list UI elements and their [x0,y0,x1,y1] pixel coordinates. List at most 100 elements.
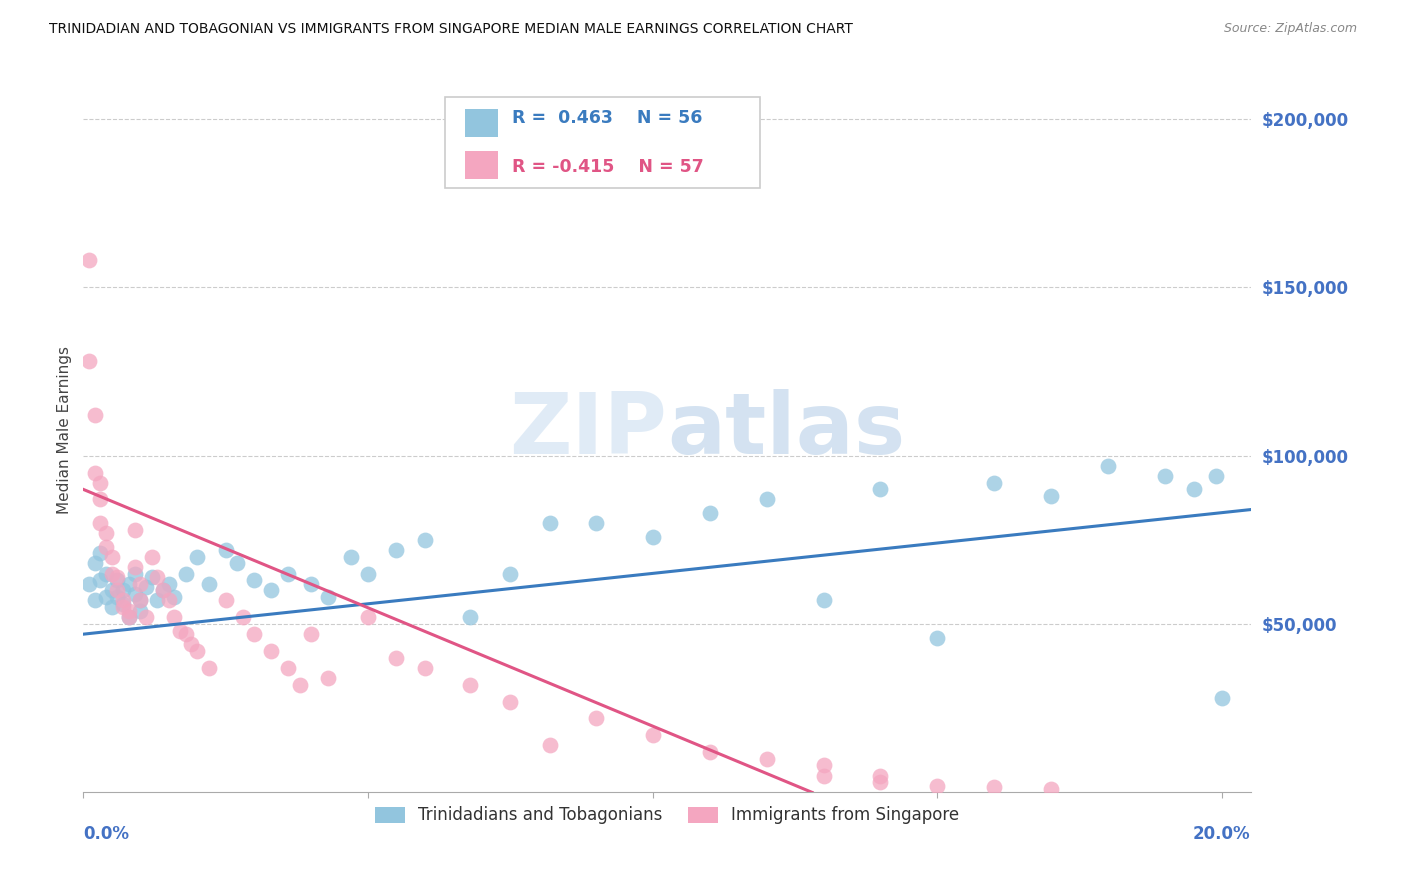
Point [83,466,105,480]
Point [1040,782,1063,797]
Point [152,583,174,598]
Point [538,739,561,753]
Point [129,576,152,591]
Point [83,557,105,571]
Point [983,475,1005,490]
Point [197,661,219,675]
Text: 20.0%: 20.0% [1192,825,1250,843]
Point [141,570,163,584]
Point [180,637,202,651]
Point [83,593,105,607]
Point [107,574,129,588]
Point [460,678,482,692]
Point [357,610,380,624]
Point [186,549,208,564]
Point [243,574,266,588]
Point [141,549,163,564]
Point [299,627,322,641]
Point [174,627,197,641]
Point [186,644,208,658]
Point [174,566,197,581]
Point [357,566,380,581]
Text: atlas: atlas [666,389,905,472]
Point [1154,469,1177,483]
Point [299,576,322,591]
Point [499,694,522,708]
Point [77,576,100,591]
Point [152,583,174,598]
Point [813,593,835,607]
Point [413,661,436,675]
Point [1211,691,1233,706]
Point [755,752,778,766]
Point [89,546,111,560]
Point [157,593,180,607]
Point [94,566,117,581]
Point [1097,458,1119,473]
Point [100,583,122,598]
Point [813,768,835,782]
Bar [465,110,498,137]
Point [699,745,721,759]
Point [699,506,721,520]
Point [129,604,152,618]
Point [585,711,607,725]
Point [129,593,152,607]
Point [226,557,249,571]
Point [89,475,111,490]
Point [232,610,254,624]
Point [107,570,129,584]
Point [100,600,122,615]
Point [385,650,408,665]
Point [163,590,186,604]
Point [83,409,105,423]
Point [118,610,141,624]
Point [1182,483,1205,497]
Point [585,516,607,530]
Point [107,583,129,598]
Point [107,590,129,604]
Text: 0.0%: 0.0% [83,825,129,843]
Point [499,566,522,581]
Point [146,570,169,584]
Point [214,543,236,558]
Text: Source: ZipAtlas.com: Source: ZipAtlas.com [1223,22,1357,36]
Point [316,590,339,604]
Point [163,610,186,624]
Legend: Trinidadians and Tobagonians, Immigrants from Singapore: Trinidadians and Tobagonians, Immigrants… [368,800,966,831]
Point [94,540,117,554]
Point [869,768,891,782]
Point [100,549,122,564]
Point [89,492,111,507]
Point [413,533,436,547]
Point [135,580,157,594]
Point [112,597,135,611]
Bar [465,151,498,178]
Point [641,529,664,543]
Point [112,583,135,598]
Point [157,576,180,591]
Point [385,543,408,558]
Point [260,583,283,598]
Point [100,566,122,581]
Point [755,492,778,507]
Point [641,728,664,742]
Text: ZIP: ZIP [509,389,666,472]
Point [77,253,100,268]
Point [118,610,141,624]
Point [813,758,835,772]
Point [983,780,1005,795]
Point [197,576,219,591]
Point [89,516,111,530]
Point [124,523,146,537]
Point [146,593,169,607]
FancyBboxPatch shape [446,97,761,188]
Point [169,624,191,638]
Point [277,566,299,581]
Point [124,587,146,601]
Text: R = -0.415    N = 57: R = -0.415 N = 57 [512,158,703,176]
Point [89,574,111,588]
Point [135,610,157,624]
Point [869,483,891,497]
Point [214,593,236,607]
